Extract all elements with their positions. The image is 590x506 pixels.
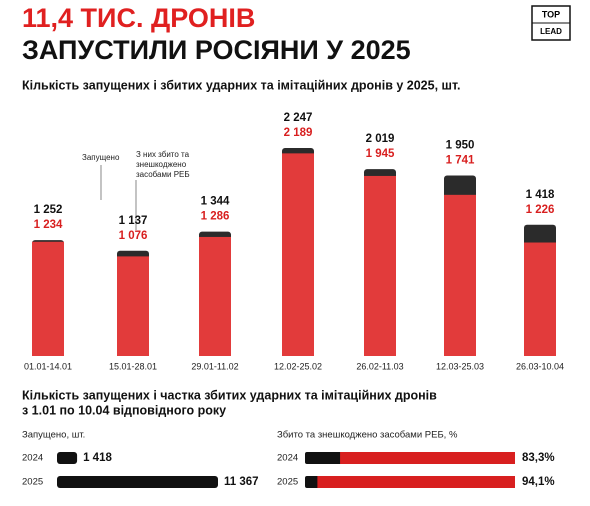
- data-label: 1 252: [34, 204, 63, 216]
- bar: [444, 194, 476, 356]
- title-line2: ЗАПУСТИЛИ РОСІЯНИ У 2025: [22, 35, 411, 65]
- x-tick-label: 26.02-11.03: [356, 361, 403, 371]
- bar: [117, 256, 149, 356]
- data-label: 83,3%: [522, 452, 555, 464]
- y-tick-label: 2025: [22, 477, 43, 488]
- chart-title: Кількість запущених і збитих ударних та …: [22, 78, 460, 92]
- x-tick-label: 12.03-25.03: [436, 361, 484, 371]
- x-tick-label: 26.03-10.04: [516, 361, 564, 371]
- data-label: 94,1%: [522, 476, 555, 488]
- data-label: 1 076: [119, 230, 148, 242]
- bar: [57, 452, 78, 464]
- y-tick-label: 2024: [277, 453, 298, 464]
- data-label: 1 234: [34, 219, 63, 231]
- bar: [32, 241, 64, 356]
- data-label: 1 137: [119, 215, 148, 227]
- bar: [340, 452, 515, 464]
- data-label: 2 247: [284, 112, 313, 124]
- data-label: 2 189: [284, 127, 313, 139]
- title-line1: 11,4 ТИС. ДРОНІВ: [22, 3, 255, 33]
- data-label: 1 945: [366, 148, 395, 160]
- y-tick-label: 2024: [22, 453, 43, 464]
- section-title: Кількість запущених і частка збитих удар…: [22, 388, 437, 402]
- bar: [282, 153, 314, 356]
- data-label: 2 019: [366, 133, 395, 145]
- data-label: 1 950: [446, 140, 475, 152]
- legend-downed: З них збито та знешкоджено засобами РЕБ: [136, 150, 190, 179]
- small-chart-title: Збито та знешкоджено засобами РЕБ, %: [277, 430, 458, 441]
- data-label: 1 418: [526, 189, 555, 201]
- small-chart-title: Запущено, шт.: [22, 430, 85, 441]
- section-title: з 1.01 по 10.04 відповідного року: [22, 403, 226, 417]
- bar: [57, 476, 218, 488]
- bar: [317, 476, 515, 488]
- logo-top: TOP: [542, 9, 560, 19]
- logo-bottom: LEAD: [540, 27, 562, 36]
- bar: [364, 175, 396, 356]
- bar: [524, 242, 556, 356]
- x-tick-label: 01.01-14.01: [24, 361, 72, 371]
- x-tick-label: 15.01-28.01: [109, 361, 157, 371]
- data-label: 1 286: [201, 211, 230, 223]
- data-label: 1 226: [526, 204, 555, 216]
- legend-launched: Запущено: [82, 153, 120, 162]
- data-label: 11 367: [224, 476, 259, 488]
- data-label: 1 418: [83, 452, 112, 464]
- x-tick-label: 12.02-25.02: [274, 361, 322, 371]
- data-label: 1 741: [446, 155, 475, 167]
- y-tick-label: 2025: [277, 477, 298, 488]
- x-tick-label: 29.01-11.02: [191, 361, 238, 371]
- data-label: 1 344: [201, 196, 230, 208]
- bar: [199, 236, 231, 356]
